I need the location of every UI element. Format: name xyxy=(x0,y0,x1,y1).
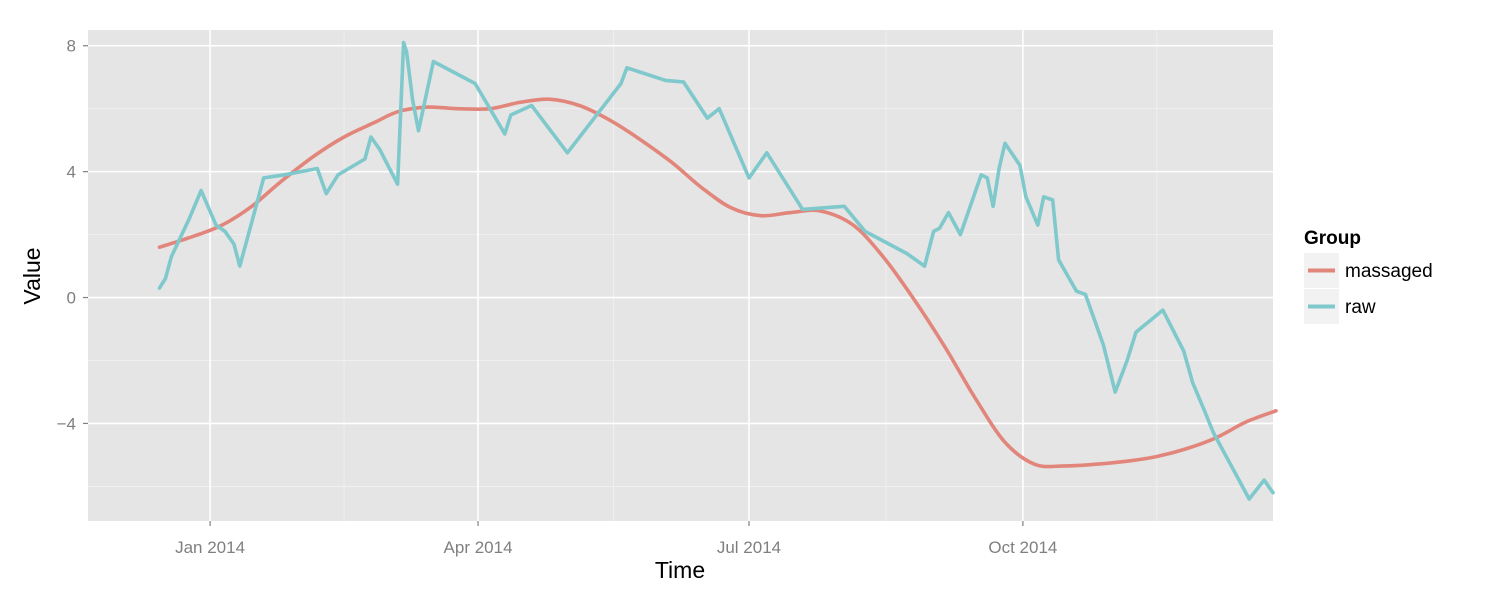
y-tick-label: 0 xyxy=(67,289,76,308)
series-layer xyxy=(157,40,1278,501)
series-line-raw xyxy=(157,40,1275,501)
legend-title: Group xyxy=(1304,228,1361,249)
y-axis: −4 0 4 8 xyxy=(57,37,88,433)
x-tick-label: Apr 2014 xyxy=(444,538,513,557)
x-tick-label: Oct 2014 xyxy=(988,538,1057,557)
series-line-massaged xyxy=(157,97,1278,469)
x-axis: Jan 2014 Apr 2014 Jul 2014 Oct 2014 xyxy=(175,521,1057,557)
x-tick-label: Jul 2014 xyxy=(717,538,781,557)
x-axis-title: Time xyxy=(655,557,705,583)
y-tick-label: −4 xyxy=(57,414,76,433)
plot-panel xyxy=(88,30,1273,521)
legend: Group massaged raw xyxy=(1304,228,1433,324)
legend-label-raw: raw xyxy=(1345,297,1376,318)
x-tick-label: Jan 2014 xyxy=(175,538,245,557)
y-tick-label: 4 xyxy=(67,163,76,182)
y-axis-title: Value xyxy=(19,247,45,304)
y-tick-label: 8 xyxy=(67,37,76,56)
legend-label-massaged: massaged xyxy=(1345,261,1433,282)
minor-gridlines xyxy=(88,30,1273,521)
major-gridlines xyxy=(88,30,1273,521)
